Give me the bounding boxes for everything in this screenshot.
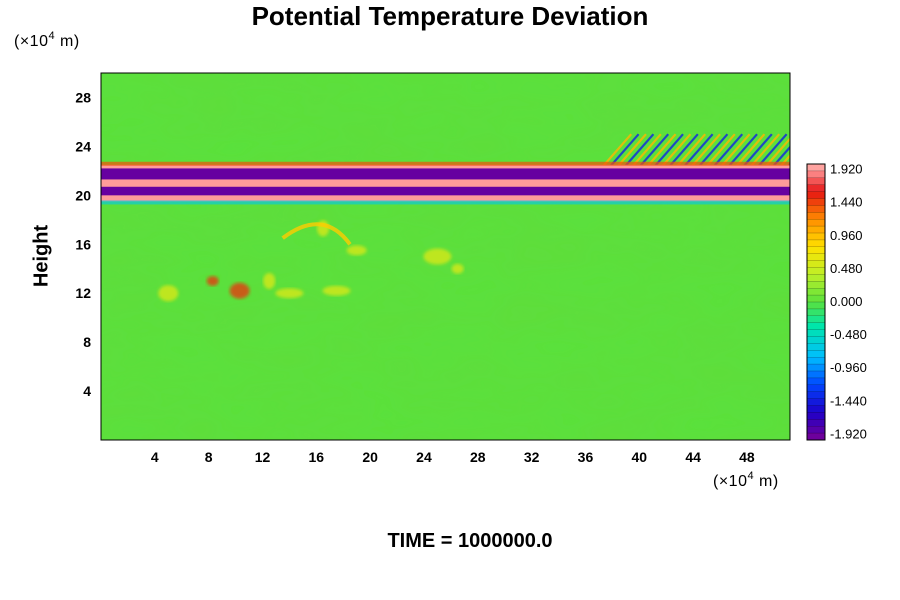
colorbar-swatch	[807, 433, 825, 441]
colorbar-swatch	[807, 405, 825, 413]
colorbar-frame	[806, 163, 826, 441]
cold-band	[101, 168, 790, 180]
warm-layer-edge	[101, 200, 790, 205]
colorbar	[806, 163, 826, 441]
cold-band	[101, 186, 790, 196]
warm-layer-edge	[101, 161, 790, 166]
colorbar-swatch	[807, 260, 825, 268]
x-tick-label: 4	[151, 449, 159, 465]
colorbar-swatch	[807, 322, 825, 331]
x-tick-label: 40	[631, 449, 647, 465]
plume-blob	[275, 288, 304, 299]
plume-blob	[451, 263, 464, 274]
x-tick-label: 20	[362, 449, 378, 465]
colorbar-swatch	[807, 170, 825, 179]
y-tick-labels: 4 8 12 16 20 24 28	[75, 89, 91, 399]
colorbar-swatch	[807, 226, 825, 234]
colorbar-swatch	[807, 295, 825, 303]
time-label: TIME = 1000000.0	[387, 530, 553, 552]
x-tick-label: 44	[685, 449, 701, 465]
colorbar-swatch	[807, 364, 825, 372]
plume-arc	[281, 222, 352, 246]
y-tick-label: 4	[83, 383, 91, 399]
x-axis-unit: (×104 m)	[713, 470, 779, 491]
plume-blob	[423, 248, 452, 265]
colorbar-swatch	[807, 198, 825, 206]
chart-title: Potential Temperature Deviation	[251, 1, 649, 31]
colorbar-swatch	[807, 281, 825, 289]
colorbar-swatch	[807, 357, 825, 365]
colorbar-swatch	[807, 350, 825, 358]
x-tick-label: 16	[309, 449, 325, 465]
x-tick-label: 32	[524, 449, 540, 465]
heatmap-field	[101, 73, 790, 440]
colorbar-swatch	[807, 426, 825, 434]
colorbar-swatch	[807, 398, 825, 406]
y-tick-label: 24	[75, 138, 91, 154]
colorbar-swatch	[807, 336, 825, 344]
colorbar-swatch	[807, 205, 825, 213]
colorbar-swatch	[807, 412, 825, 420]
colorbar-swatch	[807, 239, 825, 248]
colorbar-swatch	[807, 267, 825, 275]
colorbar-swatch	[807, 212, 825, 220]
colorbar-swatch	[807, 184, 825, 193]
colorbar-labels: 1.920 1.440 0.960 0.480 0.000 -0.480 -0.960 -1.…	[830, 162, 867, 442]
colorbar-label: -1.920	[830, 426, 867, 441]
colorbar-swatch	[807, 329, 825, 337]
colorbar-swatch	[807, 177, 825, 186]
colorbar-label: 0.480	[830, 261, 863, 276]
colorbar-swatch	[807, 246, 825, 255]
x-tick-labels: 4 8 12 16 20 24 28 32 36 40 44 48	[151, 449, 755, 465]
x-tick-label: 36	[578, 449, 594, 465]
colorbar-label: -1.440	[830, 393, 867, 408]
x-tick-label: 48	[739, 449, 755, 465]
y-tick-label: 28	[75, 89, 91, 105]
plume-blob	[346, 245, 367, 256]
plume-blob	[206, 275, 219, 286]
colorbar-swatch	[807, 233, 825, 241]
colorbar-swatch	[807, 419, 825, 427]
y-tick-label: 8	[83, 334, 91, 350]
colorbar-swatch	[807, 191, 825, 199]
plume-blob	[263, 272, 276, 289]
y-axis-unit: (×104 m)	[14, 30, 80, 51]
colorbar-label: 0.000	[830, 294, 863, 309]
x-tick-label: 24	[416, 449, 432, 465]
colorbar-label: 1.920	[830, 162, 863, 177]
y-tick-label: 12	[75, 285, 91, 301]
colorbar-label: -0.480	[830, 327, 867, 342]
colorbar-swatch	[807, 384, 825, 393]
colorbar-swatch	[807, 302, 825, 310]
x-tick-label: 28	[470, 449, 486, 465]
colorbar-label: 0.960	[830, 228, 863, 243]
colorbar-swatch	[807, 377, 825, 386]
colorbar-label: 1.440	[830, 195, 863, 210]
plot-frame	[100, 72, 791, 441]
colorbar-swatch	[807, 391, 825, 400]
plume-blob	[229, 282, 250, 299]
y-tick-label: 20	[75, 187, 91, 203]
colorbar-swatch	[807, 308, 825, 317]
y-tick-label: 16	[75, 236, 91, 252]
colorbar-label: -0.960	[830, 360, 867, 375]
colorbar-swatch	[807, 371, 825, 379]
colorbar-swatch	[807, 315, 825, 324]
colorbar-swatch	[807, 219, 825, 227]
colorbar-swatch	[807, 288, 825, 296]
x-tick-label: 12	[255, 449, 271, 465]
colorbar-swatch	[807, 274, 825, 282]
colorbar-swatch	[807, 343, 825, 351]
plume-blob	[322, 285, 351, 296]
x-tick-label: 8	[205, 449, 213, 465]
plume-blob	[158, 285, 179, 302]
colorbar-swatch	[807, 253, 825, 262]
colorbar-swatch	[807, 164, 825, 172]
